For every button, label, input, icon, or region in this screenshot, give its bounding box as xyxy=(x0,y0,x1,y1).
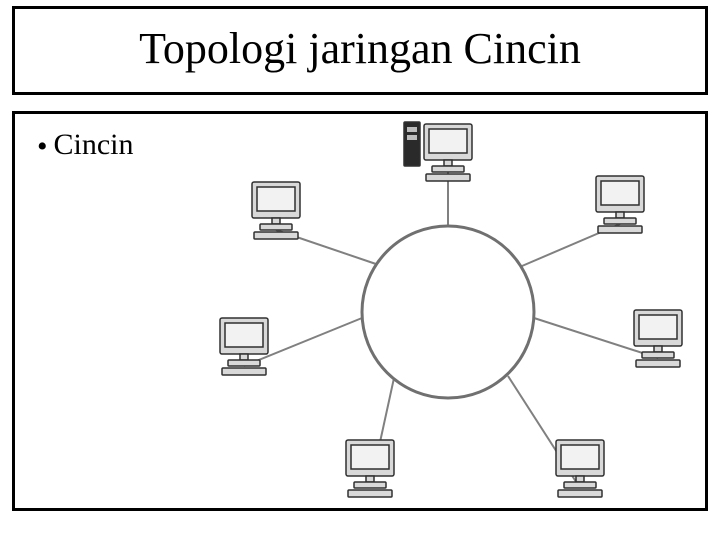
bullet-dot-icon: • xyxy=(37,130,48,164)
slide-title: Topologi jaringan Cincin xyxy=(35,23,685,74)
content-box: •Cincin xyxy=(12,111,708,511)
computer-node-icon xyxy=(220,318,268,375)
computer-node-icon xyxy=(634,310,682,367)
ring-circle xyxy=(362,226,534,398)
computer-node-icon xyxy=(346,440,394,497)
computer-node-icon xyxy=(556,440,604,497)
title-box: Topologi jaringan Cincin xyxy=(12,6,708,95)
bullet-item: •Cincin xyxy=(37,128,134,164)
slide: Topologi jaringan Cincin •Cincin xyxy=(12,6,708,528)
ring-topology-diagram xyxy=(190,114,710,514)
computer-node-icon xyxy=(252,182,300,239)
server-node-icon xyxy=(404,122,472,181)
bullet-label: Cincin xyxy=(54,128,134,161)
computer-node-icon xyxy=(596,176,644,233)
